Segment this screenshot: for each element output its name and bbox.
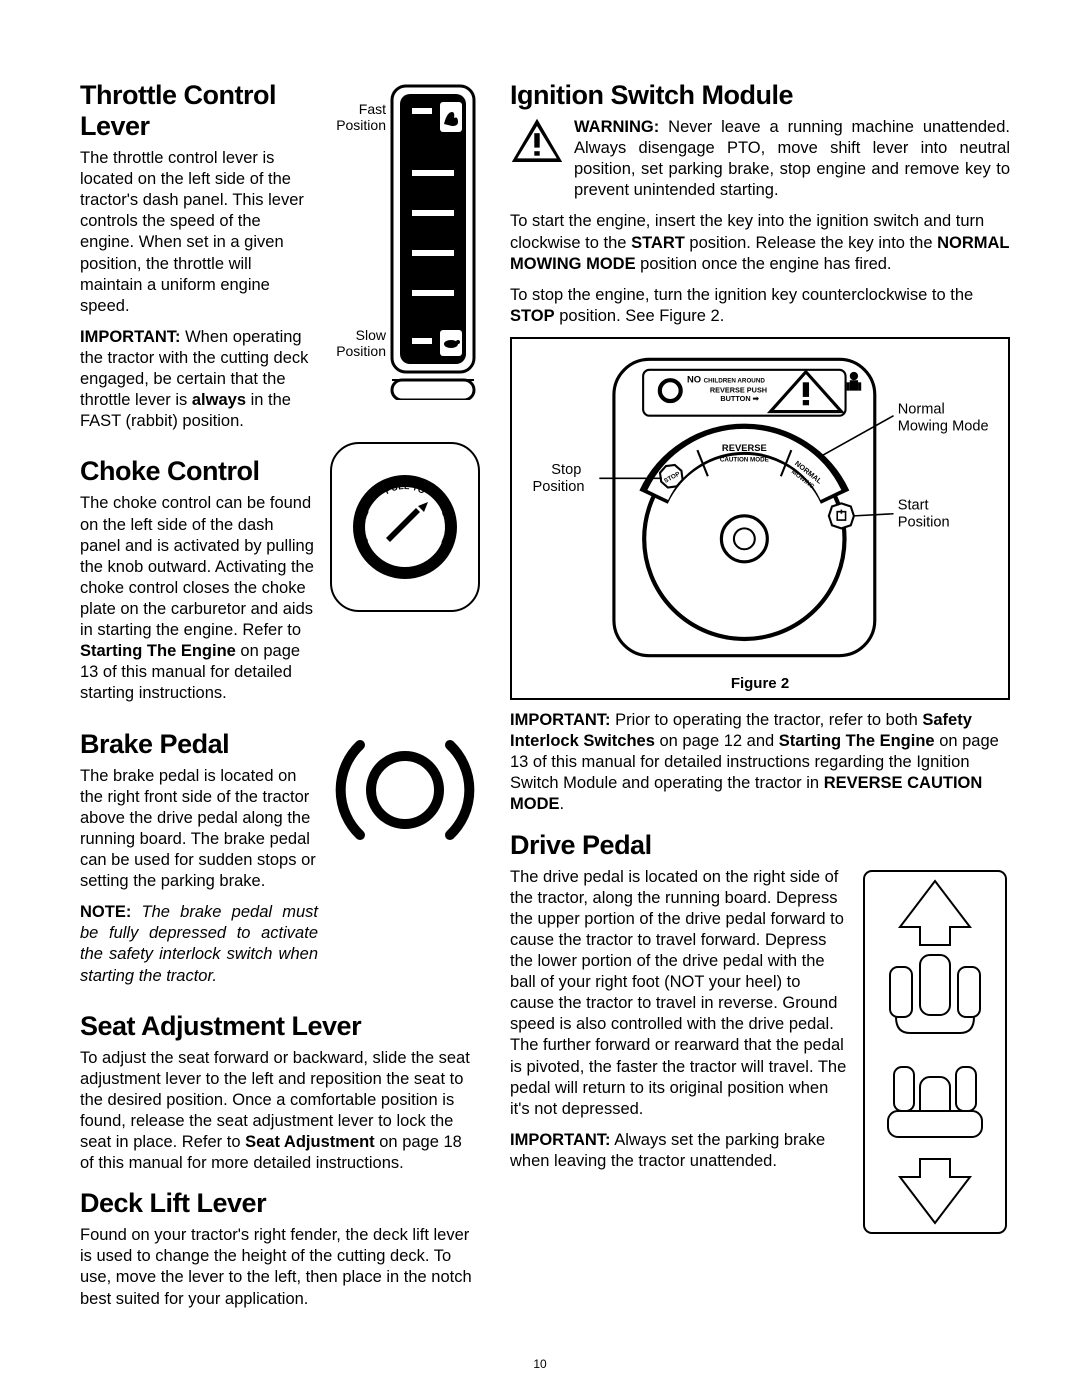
svg-text:Position: Position	[533, 479, 585, 495]
deck-body: Found on your tractor's right fender, th…	[80, 1225, 480, 1309]
throttle-body: The throttle control lever is located on…	[80, 148, 318, 317]
figure-2: NO CHILDREN AROUND REVERSE PUSH BUTTON ➡	[510, 337, 1010, 700]
throttle-diagram: Fast Position Slow Position	[330, 80, 480, 400]
warning-icon	[510, 117, 564, 166]
drive-pedal-diagram	[860, 867, 1010, 1237]
brake-heading: Brake Pedal	[80, 729, 318, 760]
brake-note: NOTE: The brake pedal must be fully depr…	[80, 902, 318, 986]
svg-text:REVERSE: REVERSE	[722, 442, 767, 453]
ignition-heading: Ignition Switch Module	[510, 80, 1010, 111]
drive-body: The drive pedal is located on the right …	[510, 867, 848, 1120]
normal-label: Normal	[898, 402, 945, 418]
svg-text:CAUTION MODE: CAUTION MODE	[720, 457, 769, 464]
svg-text:Mowing Mode: Mowing Mode	[898, 418, 989, 434]
choke-diagram: PULL TO CHOKE CHOKE	[330, 442, 480, 612]
ignition-stop-text: To stop the engine, turn the ignition ke…	[510, 285, 1010, 327]
throttle-important: IMPORTANT: When operating the tractor wi…	[80, 327, 318, 433]
svg-text:Position: Position	[898, 514, 950, 530]
page-number: 10	[0, 1357, 1080, 1371]
fast-label: Fast	[359, 101, 386, 117]
start-label: Start	[898, 498, 929, 514]
svg-text:Position: Position	[336, 117, 386, 133]
ignition-start-text: To start the engine, insert the key into…	[510, 211, 1010, 274]
seat-heading: Seat Adjustment Lever	[80, 1011, 480, 1042]
throttle-heading: Throttle Control Lever	[80, 80, 318, 142]
ignition-switch-diagram: NO CHILDREN AROUND REVERSE PUSH BUTTON ➡	[520, 351, 1000, 664]
warning-block: WARNING: Never leave a running machine u…	[510, 117, 1010, 201]
choke-heading: Choke Control	[80, 456, 318, 487]
brake-icon	[330, 715, 480, 865]
important-label: IMPORTANT:	[80, 328, 181, 346]
stop-pos-label: Stop	[551, 462, 581, 478]
drive-heading: Drive Pedal	[510, 830, 1010, 861]
ignition-important: IMPORTANT: Prior to operating the tracto…	[510, 710, 1010, 816]
svg-text:Position: Position	[336, 343, 386, 359]
slow-label: Slow	[356, 327, 387, 343]
drive-important: IMPORTANT: Always set the parking brake …	[510, 1130, 848, 1172]
figure-caption: Figure 2	[520, 675, 1000, 692]
deck-heading: Deck Lift Lever	[80, 1188, 480, 1219]
choke-body: The choke control can be found on the le…	[80, 493, 318, 704]
seat-body: To adjust the seat forward or backward, …	[80, 1048, 480, 1175]
brake-body: The brake pedal is located on the right …	[80, 766, 318, 893]
svg-text:BUTTON ➡: BUTTON ➡	[720, 394, 758, 403]
